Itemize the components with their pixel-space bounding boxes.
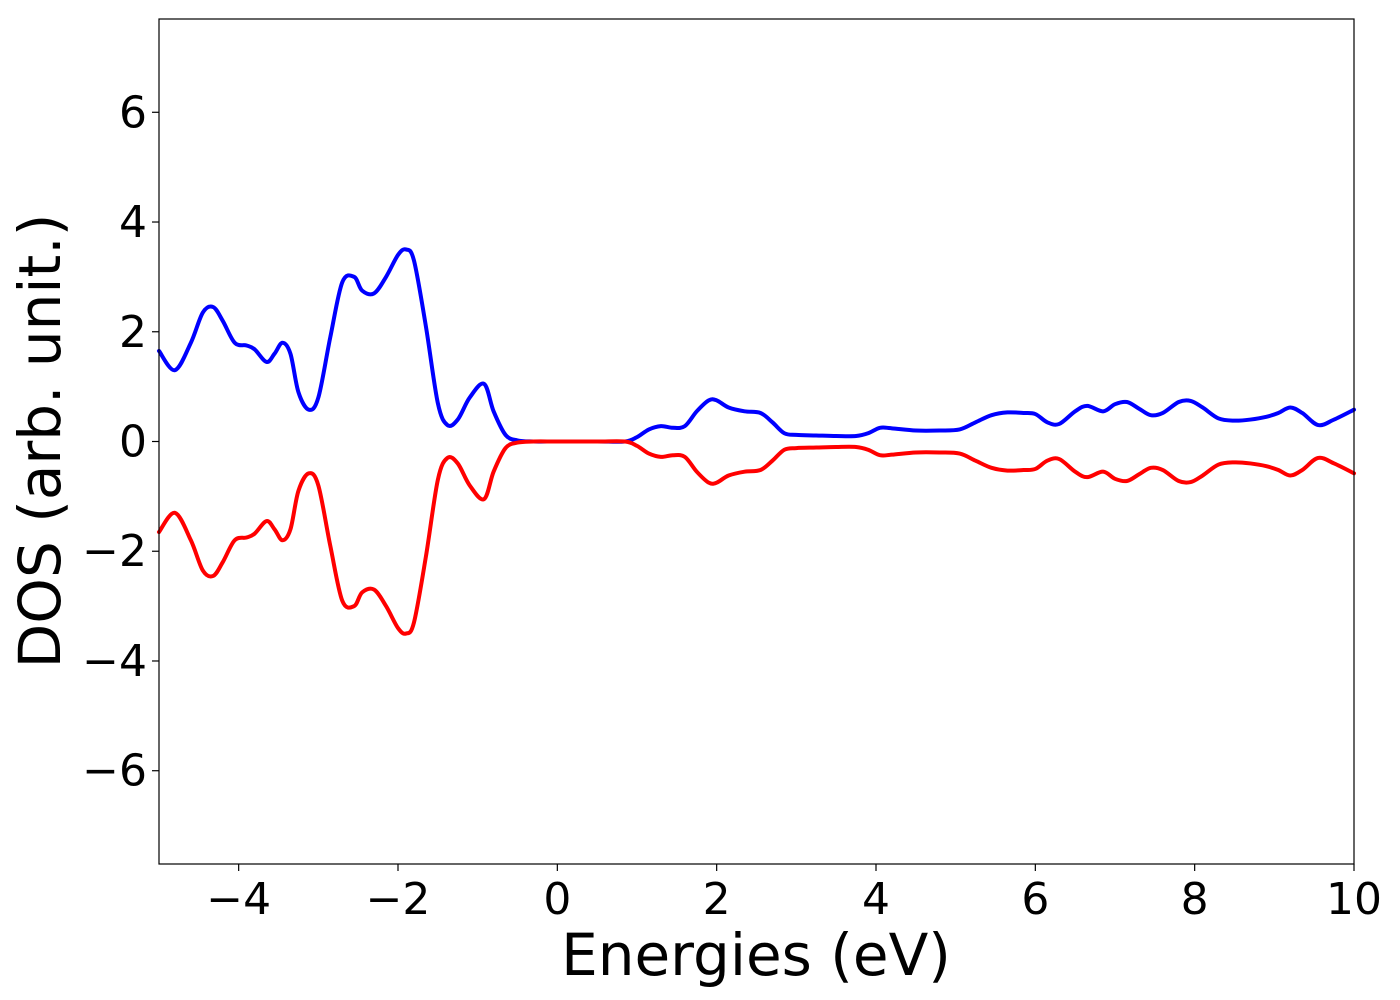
y-tick-label: −2	[82, 526, 147, 577]
x-tick-label: 4	[862, 874, 890, 925]
y-tick-label: 0	[119, 417, 147, 468]
y-tick-label: 6	[119, 87, 147, 138]
series-line-0	[157, 247, 1356, 444]
y-tick-label: 2	[119, 307, 147, 358]
x-tick-label: 2	[703, 874, 731, 925]
y-axis-ticks: −6 −4 −2 0 2 4 6	[82, 87, 159, 797]
y-tick-label: 4	[119, 197, 147, 248]
y-tick-label: −6	[82, 746, 147, 797]
plot-frame	[158, 18, 1355, 865]
x-tick-label: 6	[1021, 874, 1049, 925]
x-tick-label: −2	[366, 874, 431, 925]
x-tick-label: 8	[1181, 874, 1209, 925]
x-axis-label: Energies (eV)	[561, 921, 951, 989]
x-tick-label: 0	[543, 874, 571, 925]
x-axis-ticks: −4 −2 0 2 4 6 8 10	[206, 864, 1382, 925]
x-tick-label: 10	[1326, 874, 1382, 925]
y-tick-label: −4	[82, 636, 147, 687]
x-tick-label: −4	[206, 874, 271, 925]
series-line-1	[157, 439, 1356, 636]
y-axis-label: DOS (arb. unit.)	[6, 214, 74, 669]
series-layer	[157, 247, 1356, 636]
